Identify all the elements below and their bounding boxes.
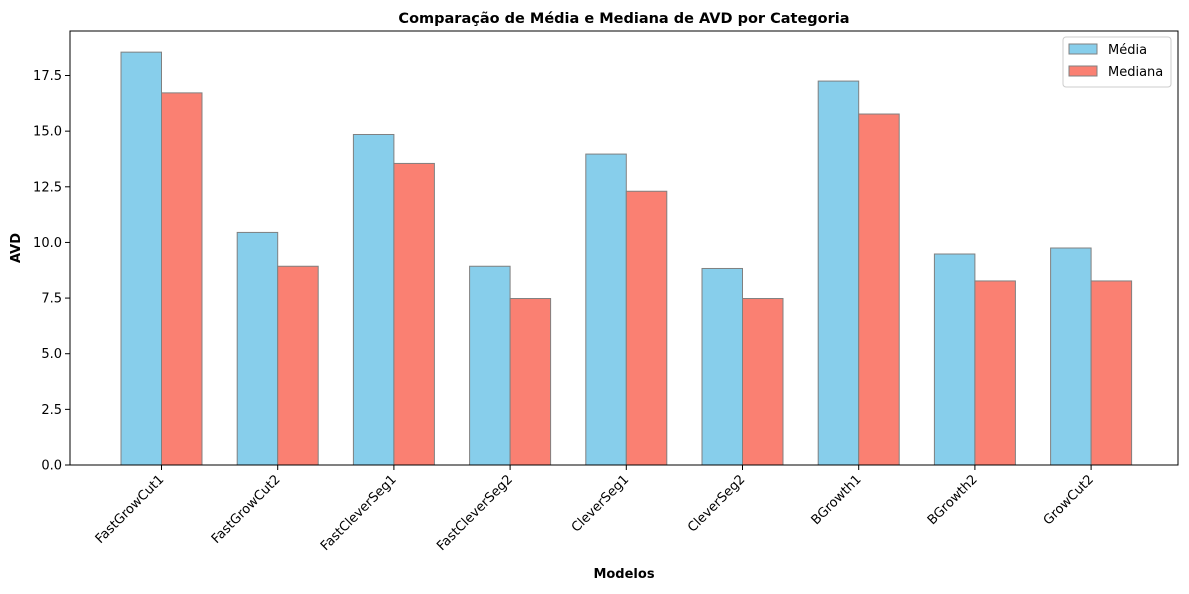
x-tick-label: BGrowth1 (809, 472, 865, 528)
plot-frame (69, 30, 1179, 466)
bar-media-fastcleverseg2 (469, 265, 511, 466)
bar-mediana-fastgrowcut2 (277, 265, 319, 466)
bar-media-fastgrowcut2 (236, 231, 279, 466)
x-tick-label: GrowCut2 (1041, 472, 1097, 528)
bar-mediana-growcut2 (1090, 280, 1133, 466)
x-tick-label: FastGrowCut1 (93, 472, 168, 547)
plot-area (120, 51, 1133, 466)
y-axis-label: AVD (9, 233, 24, 263)
bar-media-bgrowth2 (933, 253, 976, 466)
bar-mediana-bgrowth1 (858, 113, 900, 466)
legend: Média Mediana (1062, 36, 1172, 88)
y-tick-label: 17.5 (33, 69, 62, 84)
bar-mediana-cleverseg1 (625, 190, 668, 466)
x-tick-label: BGrowth2 (925, 472, 981, 528)
legend-swatch-mediana (1068, 65, 1098, 77)
bar-mediana-fastgrowcut1 (161, 92, 203, 466)
bar-mediana-cleverseg2 (742, 298, 784, 466)
x-tick-label: FastGrowCut2 (209, 472, 284, 547)
bar-media-fastgrowcut1 (120, 51, 162, 466)
bar-mediana-bgrowth2 (974, 280, 1016, 466)
x-tick-label: FastCleverSeg2 (434, 472, 516, 554)
y-tick-label: 12.5 (33, 180, 62, 195)
bar-media-cleverseg2 (701, 267, 743, 466)
y-tick-label: 15.0 (33, 125, 62, 140)
legend-label-mediana: Mediana (1108, 65, 1163, 80)
bar-mediana-fastcleverseg1 (393, 162, 435, 466)
y-tick-label: 7.5 (41, 292, 62, 307)
y-tick-label: 0.0 (41, 459, 62, 474)
bar-media-bgrowth1 (817, 80, 860, 466)
x-tick-label: FastCleverSeg1 (318, 472, 400, 554)
x-tick-label: CleverSeg2 (685, 472, 748, 535)
y-axis-ticks: 0.0 2.5 5.0 7.5 10.0 12.5 15.0 17.5 (33, 69, 70, 474)
y-tick-label: 5.0 (41, 347, 62, 362)
legend-swatch-media (1068, 43, 1098, 55)
x-axis-label: Modelos (593, 567, 654, 582)
chart-title: Comparação de Média e Mediana de AVD por… (398, 11, 849, 27)
y-tick-label: 2.5 (41, 403, 62, 418)
x-tick-label: CleverSeg1 (569, 472, 632, 535)
bar-media-growcut2 (1050, 247, 1092, 466)
x-axis-ticks: FastGrowCut1 FastGrowCut2 FastCleverSeg1 Fa… (93, 465, 1097, 554)
legend-label-media: Média (1108, 43, 1147, 58)
bar-media-fastcleverseg1 (352, 133, 395, 466)
bar-mediana-fastcleverseg2 (509, 298, 552, 466)
bar-media-cleverseg1 (585, 153, 627, 466)
y-tick-label: 10.0 (33, 236, 62, 251)
